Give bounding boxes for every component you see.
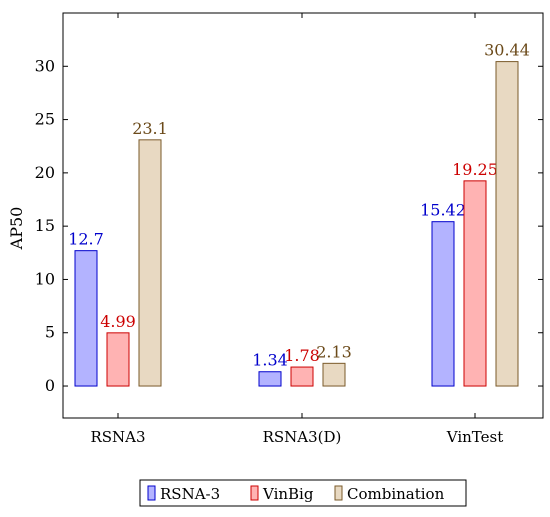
legend-label: RSNA-3 bbox=[160, 485, 220, 503]
bar bbox=[463, 180, 487, 387]
y-tick-label: 5 bbox=[45, 323, 55, 342]
y-tick-label: 25 bbox=[35, 110, 55, 129]
x-tick-label: VinTest bbox=[446, 428, 503, 446]
data-label: 19.25 bbox=[452, 160, 498, 179]
legend: RSNA-3 VinBig Combination bbox=[139, 479, 467, 507]
bar bbox=[106, 332, 130, 387]
y-tick-label: 0 bbox=[45, 376, 55, 395]
y-tick-label: 20 bbox=[35, 163, 55, 182]
data-label: 1.34 bbox=[252, 351, 288, 370]
data-label: 1.78 bbox=[284, 346, 320, 365]
y-axis-label: AP50 bbox=[7, 207, 26, 251]
y-tick-label: 15 bbox=[35, 216, 55, 235]
bar bbox=[138, 139, 162, 387]
y-tick-label: 30 bbox=[35, 56, 55, 75]
data-label: 15.42 bbox=[420, 201, 466, 220]
bar bbox=[74, 250, 98, 387]
bar bbox=[322, 362, 346, 387]
data-label: 2.13 bbox=[316, 342, 352, 361]
legend-swatch bbox=[147, 485, 156, 501]
bar bbox=[290, 366, 314, 387]
legend-box bbox=[139, 479, 467, 507]
x-tick-label: RSNA3(D) bbox=[263, 428, 342, 446]
data-label: 4.99 bbox=[100, 312, 136, 331]
data-label: 23.1 bbox=[132, 119, 168, 138]
legend-swatch bbox=[250, 485, 259, 501]
legend-label: Combination bbox=[347, 485, 445, 503]
legend-swatch bbox=[334, 485, 343, 501]
x-tick-label: RSNA3 bbox=[90, 428, 145, 446]
y-tick-label: 10 bbox=[35, 269, 55, 288]
data-label: 12.7 bbox=[68, 230, 104, 249]
plot-area: 0 5 10 15 20 25 30 RSNA3 RSNA3(D) VinTest 12.7 1.34… bbox=[35, 12, 544, 446]
axis-frame bbox=[62, 12, 544, 419]
data-label: 30.44 bbox=[484, 41, 530, 60]
bar bbox=[495, 61, 519, 387]
bar bbox=[258, 371, 282, 387]
bar bbox=[431, 221, 455, 387]
legend-label: VinBig bbox=[262, 485, 314, 503]
